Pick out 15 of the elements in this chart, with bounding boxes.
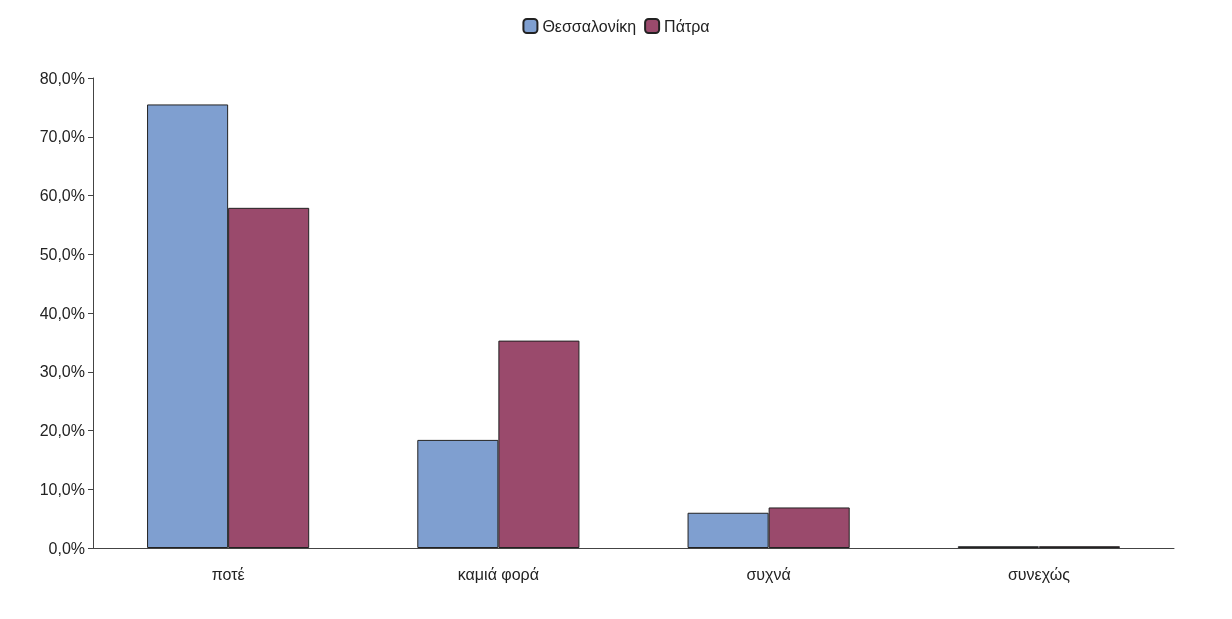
x-tick-label: συνεχώς bbox=[1007, 565, 1071, 583]
legend-label: Πάτρα bbox=[664, 17, 710, 35]
legend-label: Θεσσαλονίκη bbox=[542, 17, 637, 35]
y-tick-label: 80,0% bbox=[39, 69, 85, 87]
y-tick-label: 70,0% bbox=[39, 128, 85, 146]
y-tick-label: 20,0% bbox=[39, 422, 85, 439]
y-tick-label: 30,0% bbox=[39, 363, 85, 381]
x-tick-label: ποτέ bbox=[211, 565, 245, 583]
x-tick-label: καμιά φορά bbox=[457, 565, 539, 583]
y-tick-label: 50,0% bbox=[39, 245, 85, 263]
x-tick-label: συχνά bbox=[746, 565, 791, 583]
y-tick-label: 0,0% bbox=[48, 539, 85, 557]
y-tick-label: 10,0% bbox=[39, 480, 85, 498]
y-tick-label: 60,0% bbox=[39, 187, 85, 204]
y-tick-label: 40,0% bbox=[39, 304, 85, 322]
